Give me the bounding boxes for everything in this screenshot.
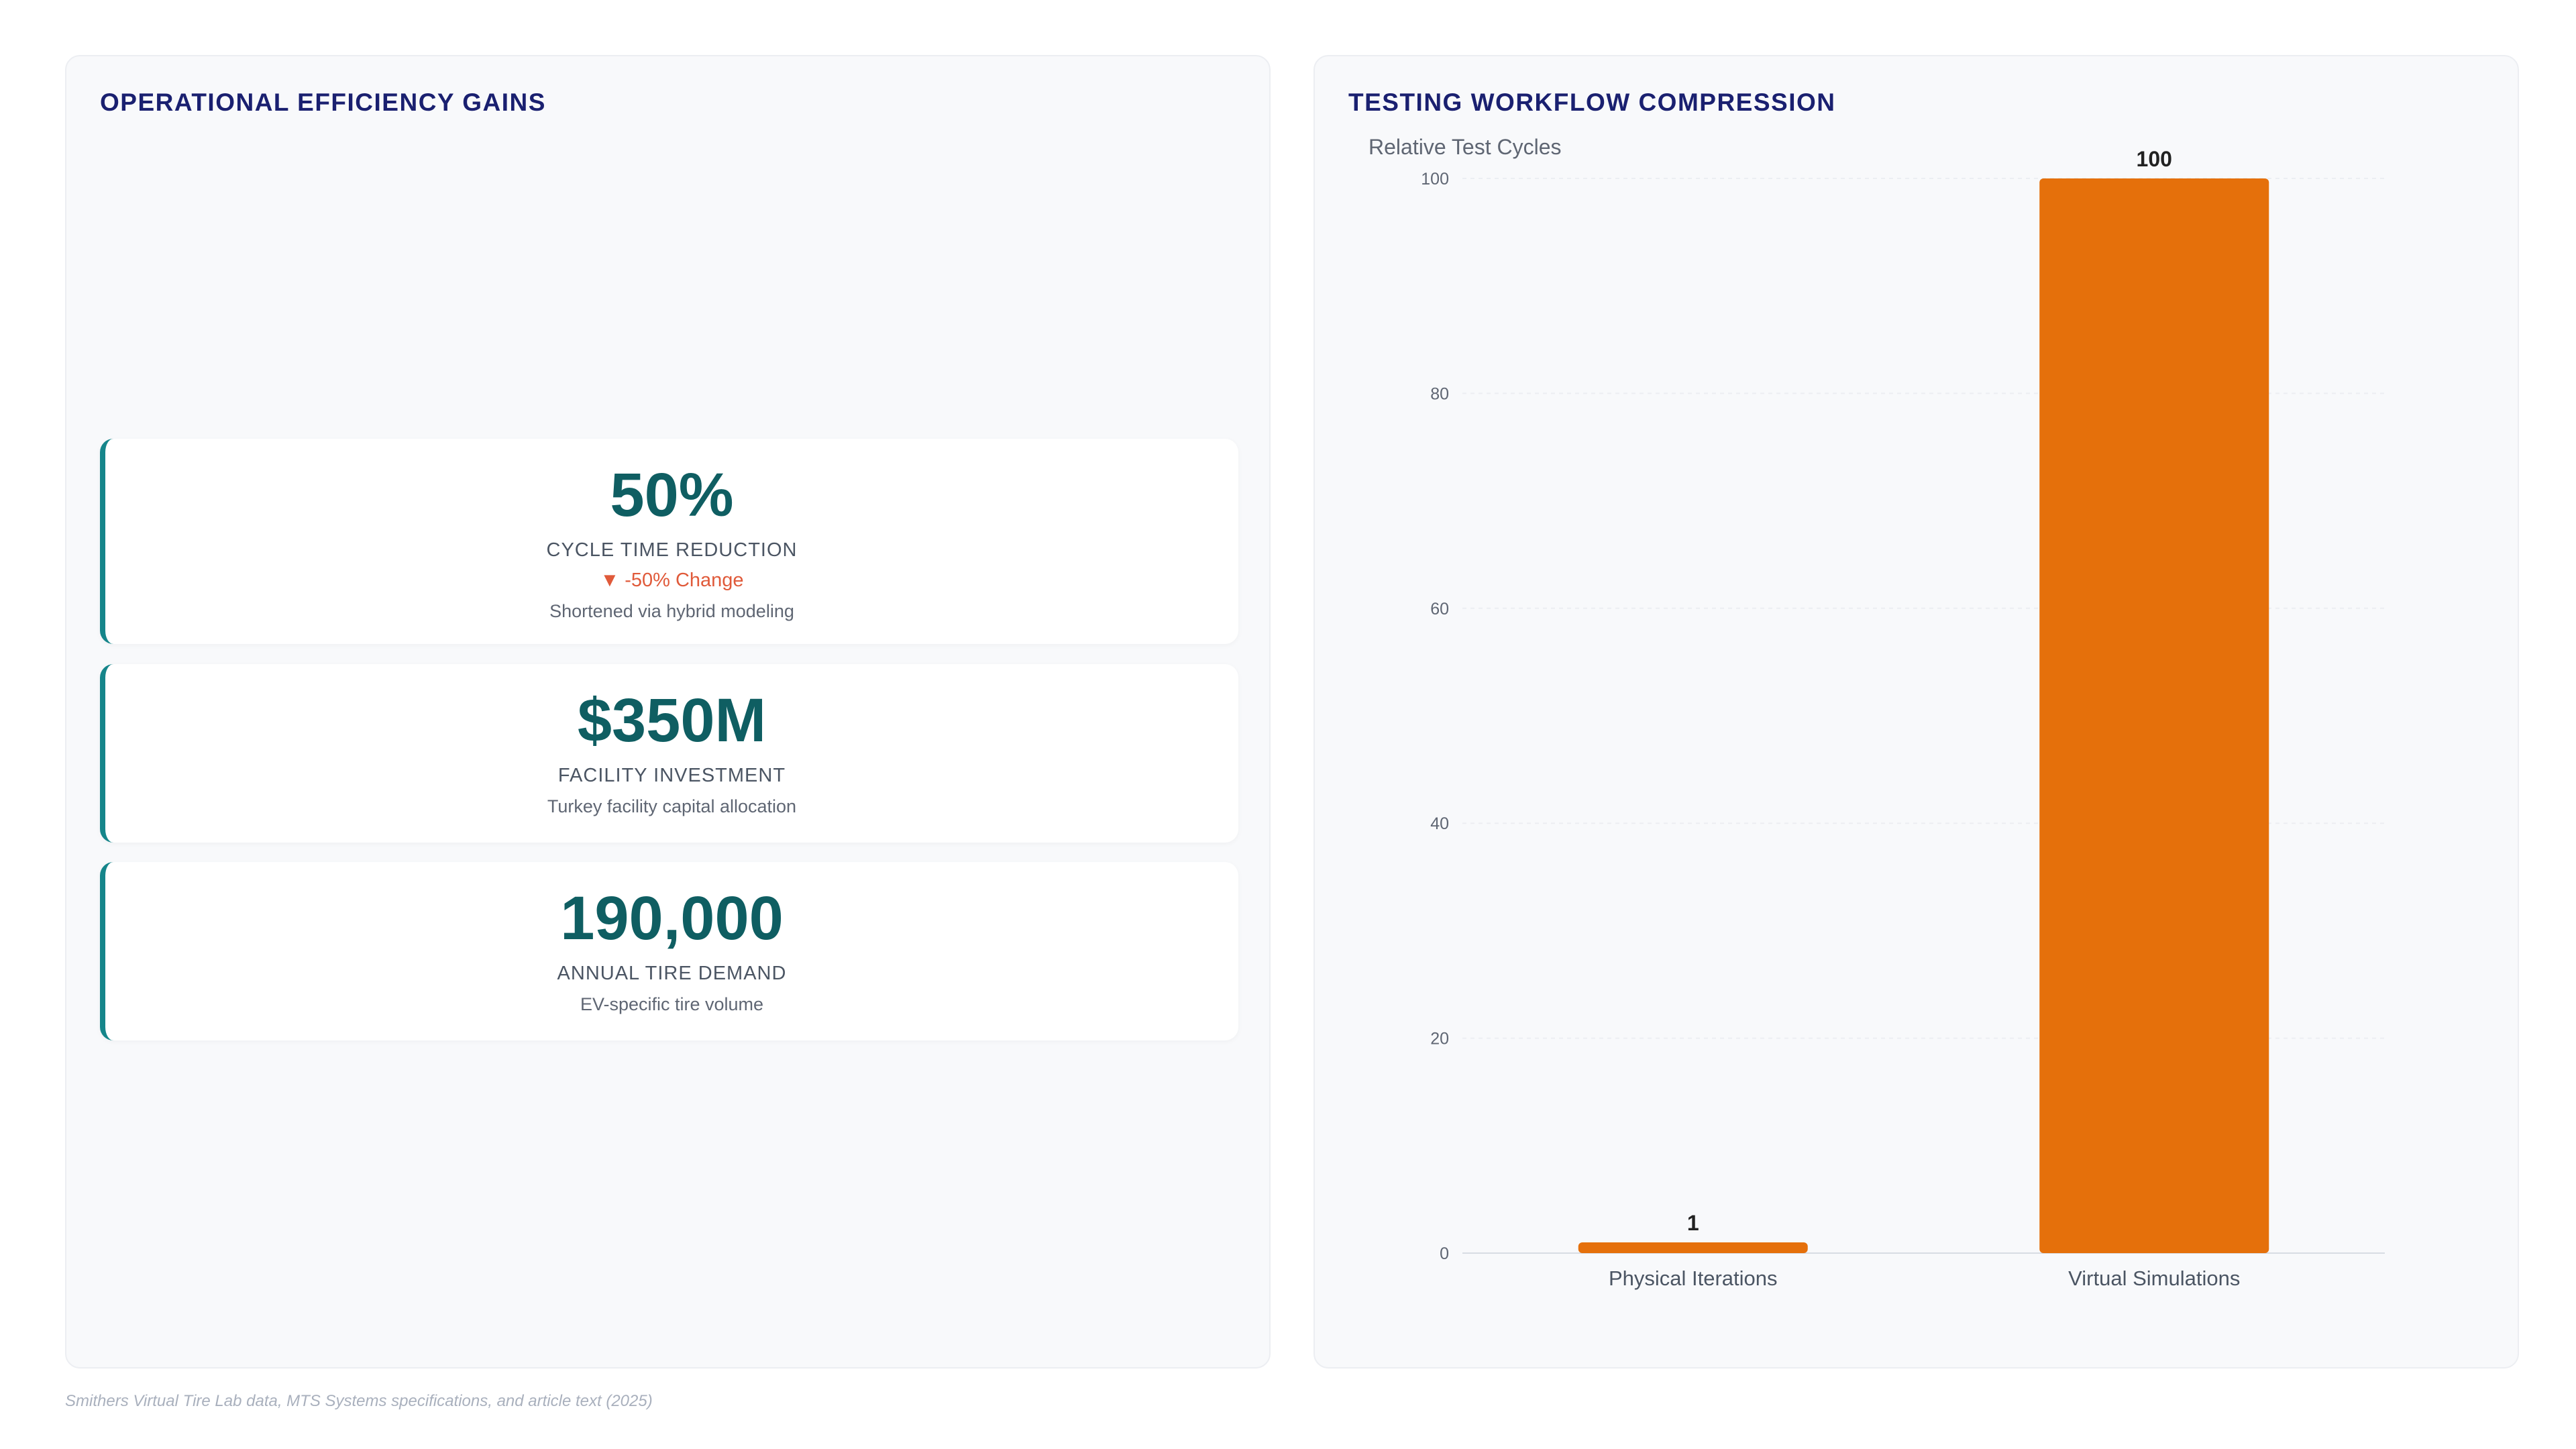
- kpi-card-facility-investment: $350M FACILITY INVESTMENT Turkey facilit…: [100, 664, 1238, 843]
- y-tick-label: 20: [1430, 1030, 1449, 1049]
- kpi-label: CYCLE TIME REDUCTION: [546, 539, 798, 561]
- kpi-value: 190,000: [560, 884, 784, 953]
- bar: [2039, 178, 2269, 1253]
- kpi-description: EV-specific tire volume: [580, 994, 764, 1014]
- chart-panel: TESTING WORKFLOW COMPRESSION Relative Te…: [1313, 55, 2519, 1368]
- kpi-panel: OPERATIONAL EFFICIENCY GAINS 50% CYCLE T…: [65, 55, 1271, 1368]
- y-tick-label: 60: [1430, 600, 1449, 619]
- y-axis-title: Relative Test Cycles: [1368, 135, 1562, 159]
- y-tick-label: 100: [1421, 170, 1449, 189]
- kpi-value: 50%: [610, 461, 734, 529]
- kpi-panel-title: OPERATIONAL EFFICIENCY GAINS: [100, 89, 546, 116]
- kpi-value: $350M: [577, 686, 767, 755]
- chart-title: TESTING WORKFLOW COMPRESSION: [1348, 89, 1836, 116]
- kpi-description: Turkey facility capital allocation: [547, 796, 797, 816]
- y-tick-label: 0: [1440, 1244, 1449, 1263]
- source-footnote: Smithers Virtual Tire Lab data, MTS Syst…: [65, 1392, 653, 1410]
- y-tick-label: 40: [1430, 814, 1449, 833]
- bar-chart: Relative Test Cycles 0 20 40 60 80 100 1 Physica…: [1368, 135, 2385, 1290]
- x-tick-label: Virtual Simulations: [2068, 1267, 2240, 1290]
- data-label: 1: [1687, 1211, 1699, 1235]
- kpi-card-tire-demand: 190,000 ANNUAL TIRE DEMAND EV-specific t…: [100, 862, 1238, 1040]
- kpi-change-badge: ▼ -50% Change: [600, 570, 744, 591]
- kpi-label: ANNUAL TIRE DEMAND: [557, 963, 787, 984]
- data-label: 100: [2137, 147, 2172, 171]
- y-tick-label: 80: [1430, 384, 1449, 403]
- x-tick-label: Physical Iterations: [1609, 1267, 1778, 1290]
- kpi-label: FACILITY INVESTMENT: [557, 765, 786, 786]
- kpi-card-cycle-time: 50% CYCLE TIME REDUCTION ▼ -50% Change S…: [100, 439, 1238, 644]
- bar: [1578, 1242, 1808, 1253]
- kpi-description: Shortened via hybrid modeling: [549, 601, 794, 621]
